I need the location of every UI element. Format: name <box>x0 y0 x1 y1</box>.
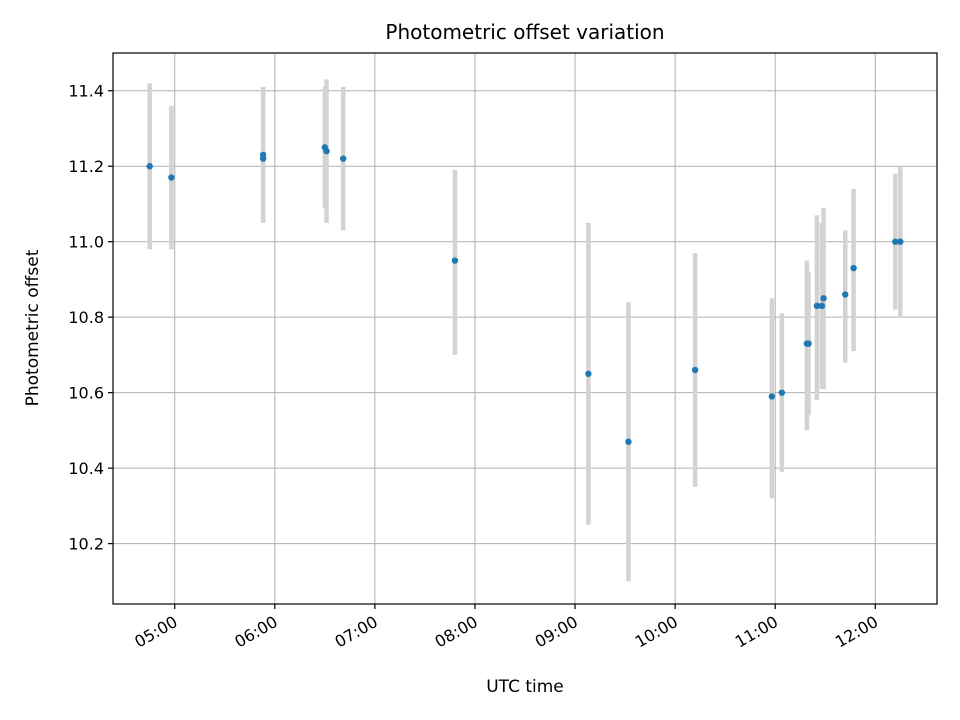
grid <box>113 53 937 604</box>
y-tick-label: 11.2 <box>68 157 104 176</box>
y-tick-label: 11.4 <box>68 82 104 101</box>
data-point <box>585 370 592 377</box>
chart-title: Photometric offset variation <box>385 20 664 44</box>
data-point <box>850 264 857 272</box>
data-point <box>168 174 175 181</box>
data-point <box>625 438 632 445</box>
data-point <box>768 393 776 400</box>
data-points <box>146 144 904 445</box>
y-tick-label: 10.2 <box>68 535 104 554</box>
data-point <box>820 295 827 302</box>
y-tick-label: 10.8 <box>68 308 104 327</box>
data-point <box>897 238 904 245</box>
data-point <box>339 155 347 162</box>
y-tick-label: 11.0 <box>68 233 104 252</box>
data-point <box>259 155 267 162</box>
y-tick-label: 10.4 <box>68 459 104 478</box>
data-point <box>323 147 330 155</box>
y-axis: 10.2 10.4 10.6 10.8 11.0 11.2 11.4 <box>68 82 113 554</box>
data-point <box>778 389 786 396</box>
data-point <box>842 291 849 298</box>
data-point <box>892 238 899 245</box>
y-tick-label: 10.6 <box>68 384 104 403</box>
data-point <box>691 366 699 374</box>
x-axis-title: UTC time <box>486 677 564 697</box>
data-point <box>805 340 812 347</box>
data-point <box>818 302 826 310</box>
data-point <box>146 163 153 170</box>
y-axis-title: Photometric offset <box>23 249 43 406</box>
data-point <box>813 302 821 310</box>
plot-frame <box>112 52 938 605</box>
data-point <box>451 257 459 264</box>
